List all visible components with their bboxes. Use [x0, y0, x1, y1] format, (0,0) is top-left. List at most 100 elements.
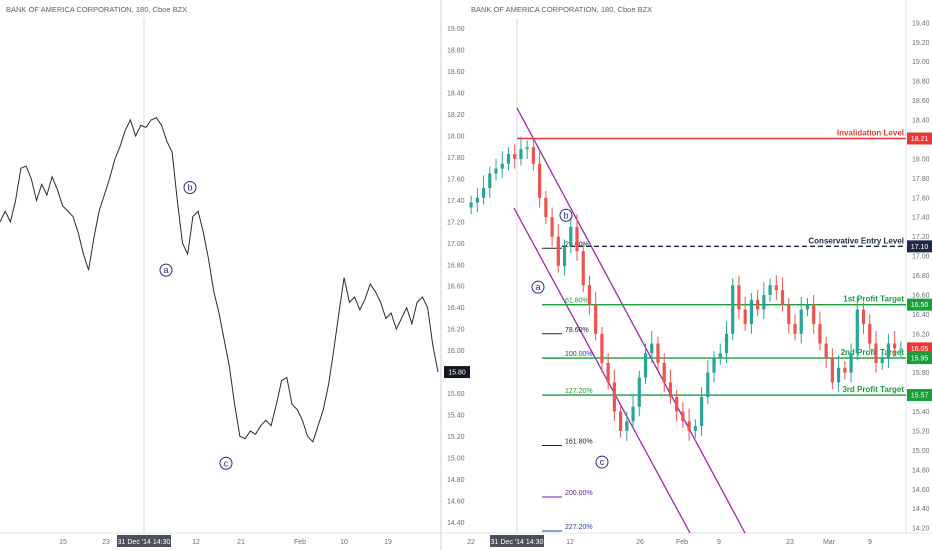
right-x-tick: 31 Dec '14 14:30: [491, 539, 544, 546]
candle-body: [855, 309, 859, 354]
fib-label: 127.20%: [565, 388, 593, 395]
candle-body: [880, 358, 884, 363]
candle-body: [500, 163, 504, 169]
candle-body: [793, 324, 797, 334]
candle-body: [724, 333, 729, 354]
price-badge-text: 16.05: [911, 346, 929, 353]
price-badge-box: [907, 352, 932, 365]
right-wave-circle: [531, 280, 545, 294]
level-label: Conservative Entry Level: [808, 236, 904, 245]
right-y-tick: 14.40: [912, 506, 930, 513]
candle-body: [544, 197, 548, 218]
right-x-tick: 26: [636, 539, 644, 546]
left-y-tick: 14.80: [447, 477, 465, 484]
left-wave-circle: [219, 456, 233, 470]
right-wave-label: b: [563, 210, 568, 220]
candle-body: [681, 411, 685, 422]
price-badge-text: 16.50: [911, 302, 929, 309]
level-label: 3rd Profit Target: [842, 385, 904, 394]
candle-body: [749, 299, 753, 325]
left-y-tick: 16.00: [447, 348, 465, 355]
right-y-tick: 14.60: [912, 487, 930, 494]
left-y-tick: 17.80: [447, 155, 465, 162]
fib-label: 227.20%: [565, 524, 593, 531]
candle-body: [706, 372, 710, 397]
right-x-tick: Mar: [823, 539, 836, 546]
right-y-tick: 18.80: [912, 79, 930, 86]
left-y-tick: 17.20: [447, 219, 465, 226]
candle-body: [594, 304, 598, 334]
candle-body: [513, 154, 517, 159]
left-y-tick: 16.80: [447, 262, 465, 269]
right-y-tick: 15.40: [912, 409, 930, 416]
right-wave-labels: a b c: [531, 208, 609, 469]
left-y-tick: 18.00: [447, 134, 465, 141]
left-y-tick: 15.40: [447, 412, 465, 419]
left-last-price-box: [444, 366, 470, 379]
candle-body: [600, 333, 604, 363]
level-label: 2nd Profit Target: [841, 348, 905, 357]
price-badge-box: [907, 298, 932, 311]
fib-label: 100.00%: [565, 351, 593, 358]
candle-body: [874, 343, 878, 363]
left-chart-title: BANK OF AMERICA CORPORATION, 180, Cboe B…: [6, 5, 187, 14]
level-label: Invalidation Level: [837, 128, 904, 137]
left-x-tick: 15: [59, 539, 67, 546]
candle-body: [743, 309, 747, 325]
left-wave-labels: a b c: [159, 181, 233, 470]
right-price-badges: 18.21 17.10 16.50 16.05 15.95 15.57: [907, 132, 932, 402]
right-y-tick: 17.20: [912, 234, 930, 241]
candle-body: [799, 309, 803, 334]
right-x-tick: Feb: [676, 539, 688, 546]
right-y-tick: 15.20: [912, 428, 930, 435]
right-x-tick: 9: [868, 539, 872, 546]
left-y-tick: 17.60: [447, 176, 465, 183]
right-x-tick: 12: [566, 539, 574, 546]
left-y-tick: 18.80: [447, 48, 465, 55]
left-y-tick: 15.60: [447, 391, 465, 398]
price-badge-text: 17.10: [911, 244, 929, 251]
left-wave-label: c: [224, 458, 229, 468]
right-y-tick: 17.40: [912, 215, 930, 222]
right-wave-circle: [559, 208, 573, 222]
right-y-tick: 16.80: [912, 273, 930, 280]
price-badge-box: [907, 132, 932, 145]
right-y-tick: 15.00: [912, 448, 930, 455]
left-x-tick: Feb: [294, 539, 306, 546]
left-last-price-badge: 15.80: [444, 366, 470, 379]
left-x-tick-highlight: [117, 535, 171, 547]
right-y-tick: 17.60: [912, 195, 930, 202]
left-y-tick: 18.60: [447, 69, 465, 76]
left-x-tick: 21: [237, 539, 245, 546]
candle-body: [569, 226, 573, 247]
right-y-tick: 17.00: [912, 254, 930, 261]
candle-body: [762, 294, 766, 310]
candle-body: [731, 285, 735, 334]
candle-body: [787, 304, 791, 325]
candle-body: [475, 197, 479, 203]
right-y-tick: 18.40: [912, 118, 930, 125]
candle-body: [538, 163, 542, 198]
price-badge-text: 18.21: [911, 136, 929, 143]
left-price-line: [0, 117, 439, 443]
candlesticks: [469, 136, 903, 441]
candle-body: [550, 217, 554, 237]
left-y-tick: 14.60: [447, 498, 465, 505]
right-x-tick: 9: [717, 539, 721, 546]
fib-label: 161.80%: [565, 439, 593, 446]
candle-body: [668, 382, 673, 397]
candle-body: [506, 154, 511, 164]
candle-body: [612, 382, 616, 412]
right-y-tick: 17.80: [912, 176, 930, 183]
left-last-price-text: 15.80: [448, 370, 466, 377]
candle-body: [531, 147, 535, 164]
candle-body: [562, 246, 567, 266]
right-x-tick: 23: [786, 539, 794, 546]
candle-body: [519, 149, 523, 159]
right-y-tick: 14.20: [912, 526, 930, 533]
candle-body: [774, 285, 778, 291]
candle-body: [606, 362, 610, 383]
right-y-tick: 16.40: [912, 312, 930, 319]
candle-body: [699, 396, 704, 427]
